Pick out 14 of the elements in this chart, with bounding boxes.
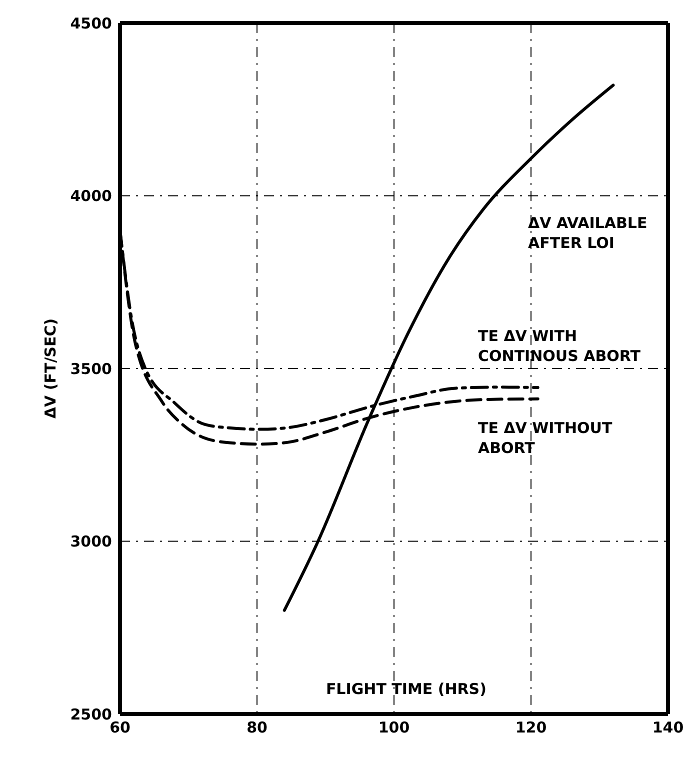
y-tick-label: 4500 [70, 14, 112, 32]
x-tick-label: 120 [515, 718, 547, 737]
x-tick-label: 100 [378, 718, 410, 737]
y-tick-label: 2500 [70, 705, 112, 724]
series-label: TE ΔV WITHOUT ABORT [478, 418, 614, 458]
y-tick-label: 4000 [70, 187, 112, 206]
y-tick-label: 3500 [70, 360, 112, 378]
x-tick-label: 80 [246, 718, 268, 737]
y-axis-title: ΔV (FT/SEC) [41, 318, 60, 419]
x-tick-label: 140 [652, 718, 684, 737]
series-label: TE ΔV WITH CONTINOUS ABORT [478, 326, 642, 366]
y-tick-label: 3000 [70, 532, 112, 551]
x-axis-title: FLIGHT TIME (HRS) [326, 680, 486, 698]
x-tick-label: 60 [110, 718, 130, 737]
